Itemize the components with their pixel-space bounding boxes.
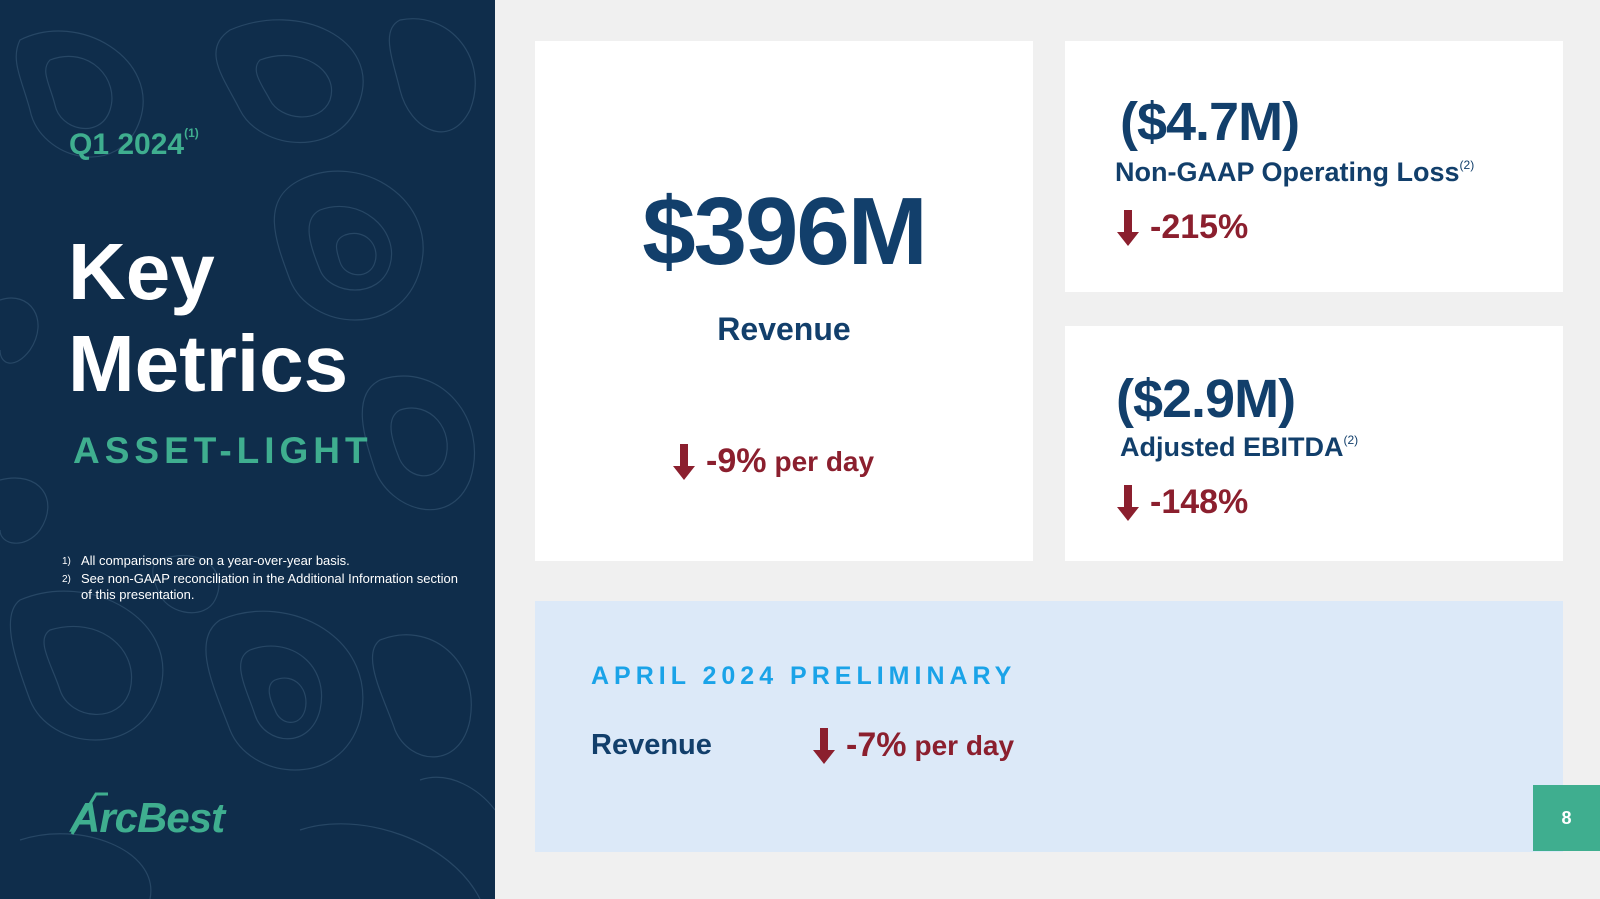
ebitda-value: ($2.9M) [1116, 369, 1296, 429]
page-title-line1: Key [68, 227, 215, 316]
segment-label: ASSET-LIGHT [73, 430, 373, 471]
footnotes: 1) All comparisons are on a year-over-ye… [62, 553, 462, 604]
ebitda-change: -148% [1117, 483, 1248, 522]
operating-loss-change: -215% [1117, 208, 1248, 247]
operating-loss-change-percent: -215% [1150, 208, 1249, 246]
preliminary-title: APRIL 2024 PRELIMINARY [591, 662, 1017, 690]
page-number: 8 [1533, 785, 1600, 851]
revenue-card: $396M Revenue -9% per day [535, 41, 1033, 561]
ebitda-label: Adjusted EBITDA(2) [1120, 432, 1359, 462]
operating-loss-footnote-marker: (2) [1459, 158, 1475, 172]
period-footnote-marker: (1) [184, 126, 199, 140]
footnote-text: See non-GAAP reconciliation in the Addit… [81, 570, 458, 603]
footnote-text: All comparisons are on a year-over-year … [81, 553, 350, 568]
arrow-down-icon [673, 443, 695, 480]
arrow-down-icon [1117, 209, 1139, 246]
page-title: Key Metrics [68, 226, 348, 410]
page-title-line2: Metrics [68, 319, 349, 408]
operating-loss-value: ($4.7M) [1120, 92, 1300, 152]
preliminary-change-unit: per day [914, 729, 1015, 761]
operating-loss-card: ($4.7M) Non-GAAP Operating Loss(2) -215% [1065, 41, 1563, 292]
revenue-label: Revenue [717, 311, 851, 347]
left-panel: Q1 2024(1) Key Metrics ASSET-LIGHT 1) Al… [0, 0, 495, 899]
preliminary-change-percent: -7% [846, 726, 907, 764]
arrow-down-icon [1117, 484, 1139, 521]
footnote-number: 2) [62, 573, 71, 585]
period-label: Q1 2024(1) [69, 126, 199, 161]
arrow-down-icon [813, 727, 835, 764]
preliminary-revenue-label: Revenue [591, 729, 712, 761]
operating-loss-label: Non-GAAP Operating Loss(2) [1115, 157, 1475, 187]
ebitda-card: ($2.9M) Adjusted EBITDA(2) -148% [1065, 326, 1563, 561]
topographic-background [0, 18, 495, 899]
preliminary-revenue-change: -7% per day [813, 726, 1014, 765]
revenue-change-unit: per day [774, 445, 875, 477]
preliminary-panel: APRIL 2024 PRELIMINARY Revenue -7% per d… [535, 601, 1563, 852]
ebitda-footnote-marker: (2) [1343, 433, 1359, 447]
svg-text:ArcBest: ArcBest [69, 794, 227, 840]
footnote-number: 1) [62, 556, 71, 567]
revenue-change: -9% per day [673, 442, 874, 481]
ebitda-change-percent: -148% [1150, 483, 1249, 521]
revenue-change-percent: -9% [706, 442, 767, 480]
revenue-value: $396M [642, 178, 928, 285]
footnote-item: 2) See non-GAAP reconciliation in the Ad… [62, 571, 462, 604]
arcbest-logo: ArcBest [69, 792, 228, 840]
footnote-item: 1) All comparisons are on a year-over-ye… [62, 553, 462, 571]
